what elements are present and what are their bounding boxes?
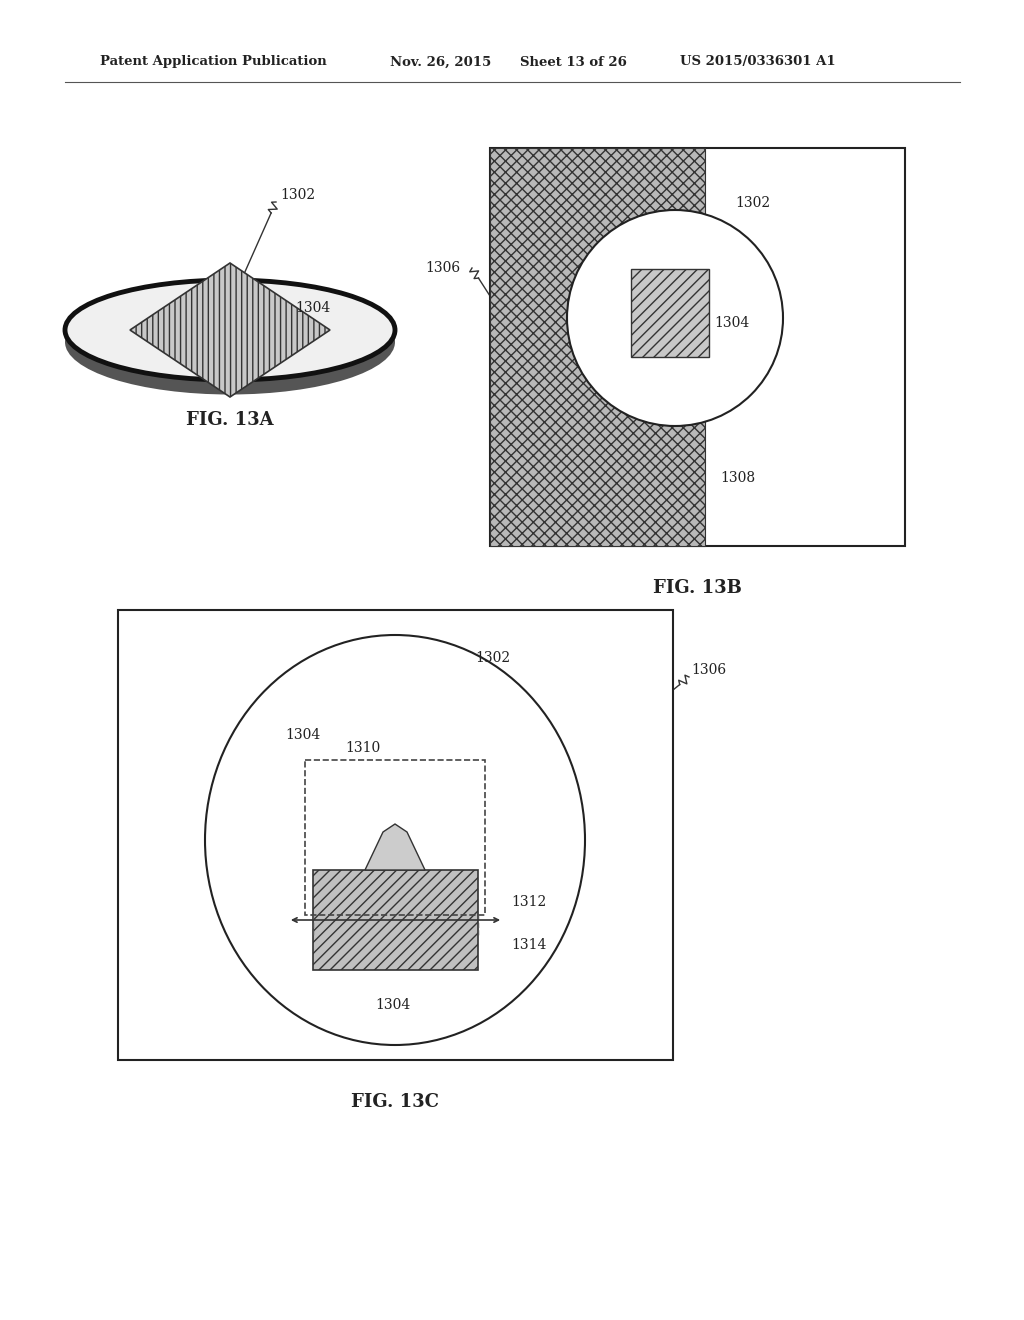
Ellipse shape (205, 635, 585, 1045)
Text: FIG. 13C: FIG. 13C (351, 1093, 439, 1111)
Bar (490, 148, 705, 546)
Ellipse shape (65, 280, 395, 380)
Text: Patent Application Publication: Patent Application Publication (100, 55, 327, 69)
Text: 1304: 1304 (375, 998, 411, 1012)
Text: 1304: 1304 (295, 301, 331, 315)
Bar (313, 870, 478, 970)
Text: 1310: 1310 (345, 741, 380, 755)
Ellipse shape (65, 289, 395, 395)
Bar (305, 760, 485, 915)
Bar (631, 269, 709, 356)
Text: 1304: 1304 (285, 729, 321, 742)
Text: US 2015/0336301 A1: US 2015/0336301 A1 (680, 55, 836, 69)
Text: 1306: 1306 (691, 663, 726, 677)
Text: Nov. 26, 2015: Nov. 26, 2015 (390, 55, 492, 69)
Text: 1304: 1304 (714, 315, 750, 330)
Text: 1314: 1314 (511, 939, 547, 952)
Polygon shape (365, 824, 425, 870)
Text: 1308: 1308 (720, 471, 755, 484)
Text: Sheet 13 of 26: Sheet 13 of 26 (520, 55, 627, 69)
Text: FIG. 13A: FIG. 13A (186, 411, 273, 429)
Bar (490, 148, 905, 546)
Text: 1302: 1302 (280, 187, 315, 202)
Polygon shape (130, 263, 330, 397)
Text: FIG. 13B: FIG. 13B (652, 579, 741, 597)
Text: 1302: 1302 (475, 651, 510, 665)
Circle shape (567, 210, 783, 426)
Text: 1312: 1312 (511, 895, 546, 909)
Text: 1302: 1302 (735, 195, 770, 210)
Text: 1306: 1306 (425, 261, 460, 275)
Bar (118, 610, 673, 1060)
